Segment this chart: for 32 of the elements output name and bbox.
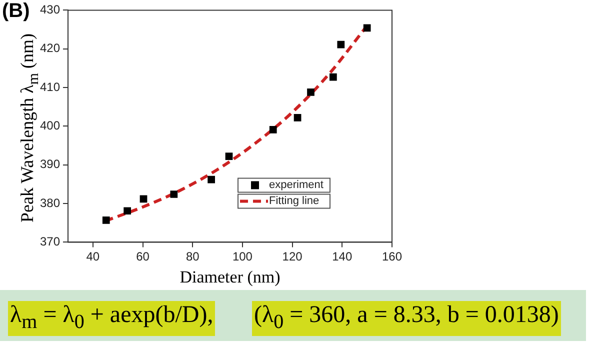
y-tick-label: 400 — [40, 118, 60, 133]
y-tick-label: 430 — [40, 2, 60, 17]
y-tick-label: 370 — [40, 234, 60, 249]
point — [307, 88, 314, 96]
point — [124, 207, 131, 215]
point — [225, 152, 233, 160]
x-tick-label: 60 — [136, 250, 150, 264]
x-tick-label: 120 — [282, 250, 303, 264]
x-tick-label: 160 — [382, 250, 402, 264]
text: λ$_{m}$ = λ$_{0}$ + aexp(b/D), — [8, 301, 216, 336]
x-tick-label: 140 — [332, 250, 352, 264]
text: (λ$_{0}$ = 360, a = 8.33, b = 0.0138) — [252, 301, 561, 336]
y-tick-label: 420 — [40, 41, 60, 56]
x-axis-title: Diameter (nm) — [180, 267, 280, 286]
point — [269, 126, 277, 134]
point — [170, 190, 178, 198]
point — [337, 40, 345, 48]
point — [208, 176, 215, 184]
point — [330, 73, 337, 81]
x-tick-label: 40 — [86, 250, 100, 264]
x-tick-label: 80 — [186, 250, 200, 264]
text: (B) — [2, 0, 30, 23]
point — [363, 24, 371, 32]
point — [294, 114, 302, 122]
y-tick-label: 390 — [40, 157, 60, 172]
x-tick-label: 100 — [232, 250, 253, 264]
y-tick-label: 380 — [40, 196, 60, 210]
y-tick-label: 410 — [40, 80, 60, 94]
point — [102, 216, 110, 224]
point — [140, 195, 148, 203]
legend-label: experiment — [269, 179, 324, 192]
legend-label: Fitting line — [269, 195, 320, 208]
